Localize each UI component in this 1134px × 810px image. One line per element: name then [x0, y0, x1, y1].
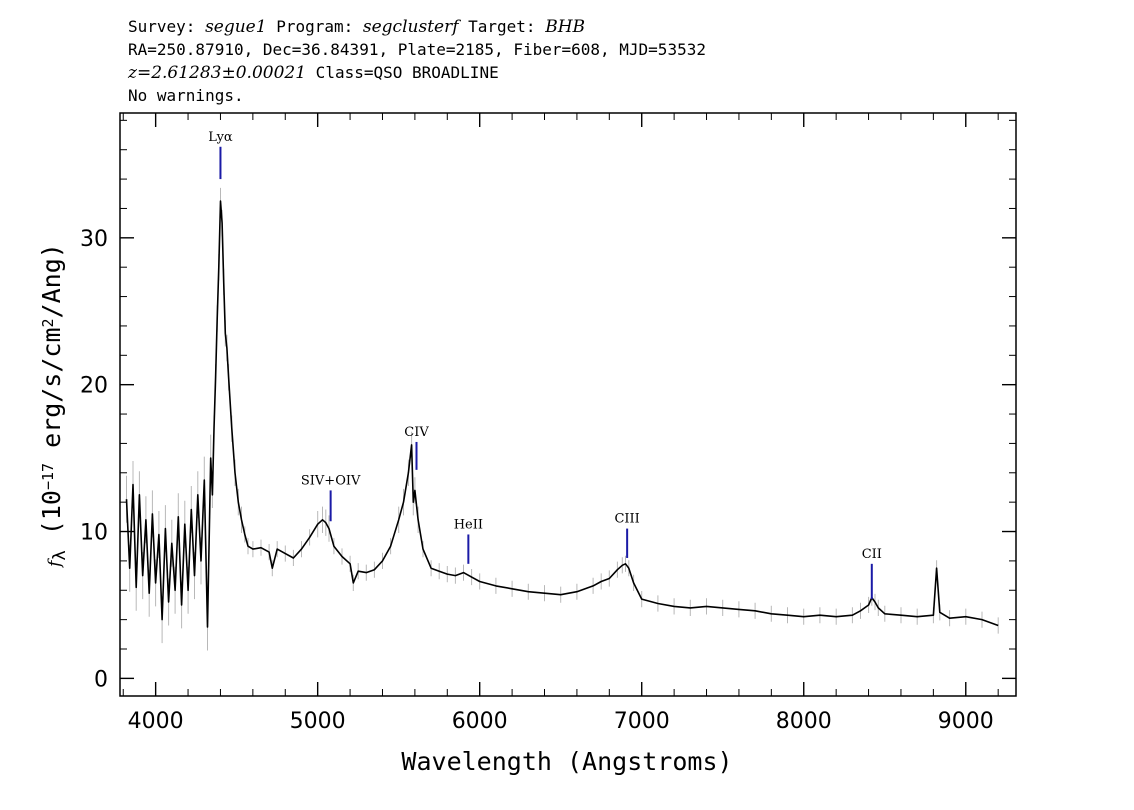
line-marker-label: SIV+OIV	[301, 473, 361, 488]
x-tick-label: 7000	[614, 709, 670, 734]
header-redshift-line: z=2.61283±0.00021 Class=QSO BROADLINE	[127, 63, 499, 83]
header-warnings: No warnings.	[128, 86, 244, 105]
y-axis-title-exponent: −17	[39, 463, 57, 490]
line-marker-label: CIV	[404, 425, 429, 440]
line-marker-label: CIII	[614, 512, 639, 527]
header-class: Class=QSO BROADLINE	[306, 63, 499, 82]
x-tick-label: 4000	[128, 709, 184, 734]
header-line1-part-5: BHB	[544, 17, 585, 37]
y-tick-label: 0	[94, 667, 108, 692]
header-coordinates-line: RA=250.87910, Dec=36.84391, Plate=2185, …	[128, 40, 706, 59]
x-tick-label: 8000	[776, 709, 832, 734]
y-axis-title-subscript: λ	[50, 550, 70, 560]
header-line1-part-4: Target:	[459, 17, 546, 36]
header-redshift: z=2.61283±0.00021	[127, 63, 306, 83]
header-line1-part-3: segclusterf	[363, 17, 461, 37]
y-tick-label: 10	[80, 521, 108, 546]
line-marker-label: HeII	[454, 517, 483, 532]
x-axis-title: Wavelength (Angstroms)	[401, 747, 732, 776]
chart-header: Survey: segue1 Program: segclusterf Targ…	[127, 17, 706, 105]
y-tick-label: 20	[80, 374, 108, 399]
header-survey-line: Survey: segue1 Program: segclusterf Targ…	[128, 17, 585, 37]
header-line1-part-0: Survey:	[128, 17, 205, 36]
axis-ticks	[120, 113, 1016, 696]
y-axis-title: fλ (10−17 erg/s/cm2/Ang)	[37, 243, 70, 569]
line-marker-label: Lyα	[208, 130, 233, 145]
y-axis-title-middle: erg/s/cm	[37, 327, 66, 462]
flux-line	[125, 200, 999, 628]
y-axis-title-suffix: /Ang)	[37, 243, 66, 318]
x-tick-label: 5000	[290, 709, 346, 734]
line-marker-label: CII	[862, 547, 882, 562]
plot-frame	[119, 112, 1017, 697]
header-line1-part-1: segue1	[205, 17, 267, 37]
header-line1-part-2: Program:	[267, 17, 363, 36]
emission-line-markers: Lyα SIV+OIV CIV HeII CIII CII	[208, 130, 882, 600]
y-axis-title-prefix: (10	[37, 490, 66, 550]
x-tick-label: 9000	[938, 709, 994, 734]
y-tick-label: 30	[80, 227, 108, 252]
y-axis-title-symbol: f	[45, 558, 65, 569]
plot-area: Lyα SIV+OIV CIV HeII CIII CII	[125, 130, 999, 651]
y-tick-labels: 0 10 20 30	[80, 227, 108, 693]
x-tick-labels: 4000 5000 6000 7000 8000 9000	[128, 709, 994, 734]
x-tick-label: 6000	[452, 709, 508, 734]
flux-error-band	[126, 187, 999, 651]
y-axis-title-exponent2: 2	[39, 318, 57, 327]
